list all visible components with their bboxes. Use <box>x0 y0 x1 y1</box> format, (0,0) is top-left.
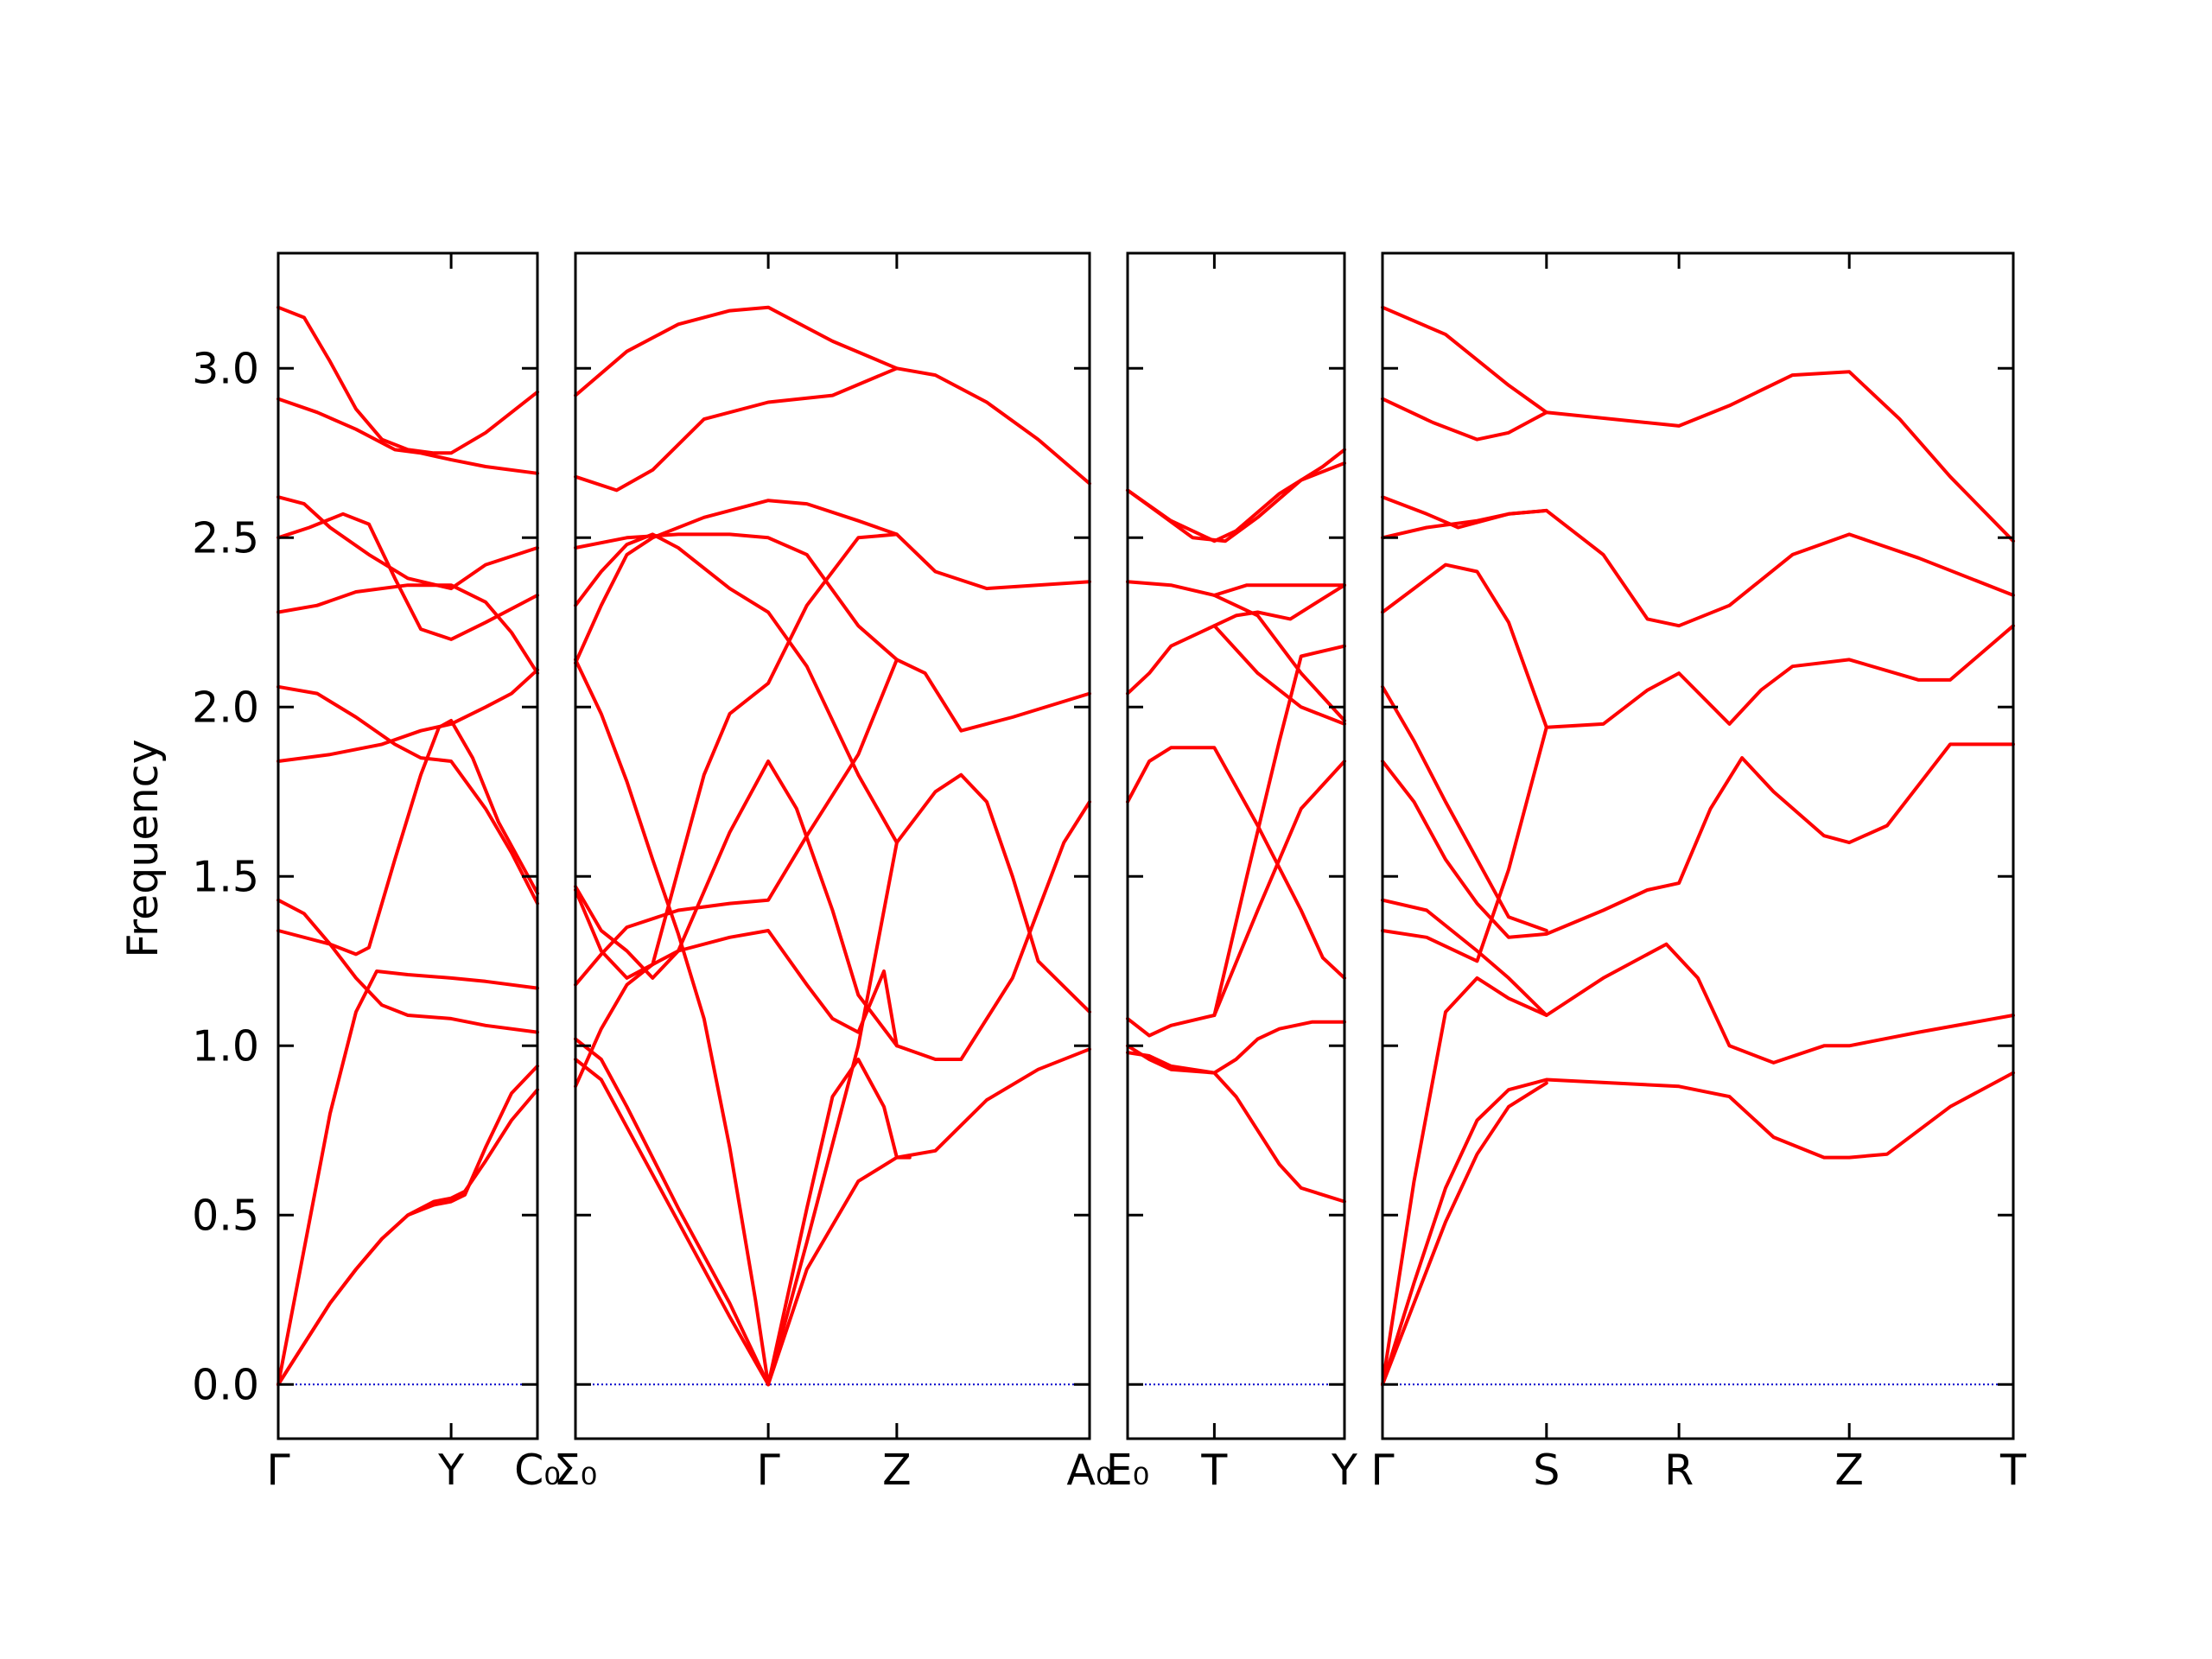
band-line <box>276 397 539 475</box>
band-line <box>1381 684 1548 932</box>
band-line <box>574 366 1091 493</box>
band-line <box>1212 644 1346 1017</box>
y-tick-label: 1.0 <box>192 1021 259 1071</box>
band-line <box>574 800 1091 1089</box>
x-tick-label: T <box>1999 1446 2027 1495</box>
band-line <box>276 305 539 455</box>
band-line <box>276 668 539 763</box>
x-tick-label: T <box>1200 1446 1228 1495</box>
y-tick-label: 2.0 <box>192 683 259 732</box>
x-tick-label: R <box>1664 1446 1694 1495</box>
band-line <box>1126 760 1346 1038</box>
band-line <box>1381 1071 2015 1387</box>
y-tick-label: 3.0 <box>192 344 259 393</box>
band-line <box>1381 942 2015 1387</box>
panel-frame <box>574 251 1091 1440</box>
band-line <box>766 1155 912 1387</box>
panel-2: Σ₀ Γ Z A₀ <box>554 251 1113 1495</box>
x-tick-label: A₀ <box>1066 1446 1112 1495</box>
y-tick-label: 0.5 <box>192 1191 259 1240</box>
band-line <box>276 495 539 591</box>
band-line <box>1381 495 1548 530</box>
x-tick-label: E₀ <box>1106 1446 1150 1495</box>
band-line <box>1381 508 2015 628</box>
band-line <box>276 684 539 906</box>
band-line <box>276 583 539 676</box>
panel-1: 0.0 0.5 1.0 1.5 2.0 2.5 3.0 Γ Y C₀ <box>192 251 561 1495</box>
band-line <box>574 1058 771 1387</box>
band-line <box>574 532 899 845</box>
band-line <box>574 499 899 665</box>
x-tick-label: Γ <box>756 1446 780 1495</box>
y-axis-label: Frequency <box>118 739 168 957</box>
band-line <box>1212 583 1346 597</box>
band-line <box>574 532 899 662</box>
band-line <box>574 1037 771 1387</box>
band-line <box>1126 448 1346 543</box>
panel-frame <box>1126 251 1346 1440</box>
band-line <box>574 658 1091 987</box>
band-line <box>1381 370 2015 543</box>
y-tick-label: 2.5 <box>192 513 259 563</box>
band-line <box>1381 1081 1548 1387</box>
panel-frame <box>1381 251 2015 1440</box>
band-line <box>766 1047 1091 1387</box>
x-tick-label: Σ₀ <box>554 1446 598 1495</box>
band-line <box>1126 1051 1346 1204</box>
x-tick-label: S <box>1533 1446 1560 1495</box>
band-line <box>276 898 539 1034</box>
y-tick-label: 0.0 <box>192 1360 259 1409</box>
panel-frame <box>276 251 539 1440</box>
band-line <box>1126 1020 1346 1075</box>
band-line <box>276 1064 539 1387</box>
panel-3: E₀ T Y <box>1106 251 1358 1495</box>
band-line <box>276 969 539 1387</box>
band-line <box>1381 742 2015 939</box>
band-line <box>1381 624 2015 963</box>
band-line <box>1381 563 1548 729</box>
band-line <box>1126 580 1346 722</box>
x-tick-label: Z <box>882 1446 912 1495</box>
x-tick-label: Γ <box>1370 1446 1395 1495</box>
x-tick-label: Z <box>1834 1446 1864 1495</box>
band-line <box>1212 583 1346 628</box>
band-line <box>766 772 1091 1387</box>
y-tick-label: 1.5 <box>192 852 259 901</box>
x-tick-label: Y <box>437 1446 465 1495</box>
band-line <box>574 658 771 1387</box>
band-line <box>574 305 899 397</box>
band-line <box>1126 746 1346 980</box>
band-line <box>1381 305 1548 415</box>
x-tick-label: C₀ <box>514 1446 561 1495</box>
x-tick-label: Γ <box>266 1446 290 1495</box>
band-line <box>574 760 899 1048</box>
band-line <box>574 532 1091 980</box>
band-line <box>276 719 539 957</box>
band-line <box>276 1088 539 1387</box>
band-line <box>276 512 539 641</box>
band-line <box>1126 624 1346 726</box>
x-tick-label: Y <box>1331 1446 1358 1495</box>
band-line <box>1381 898 1548 1017</box>
